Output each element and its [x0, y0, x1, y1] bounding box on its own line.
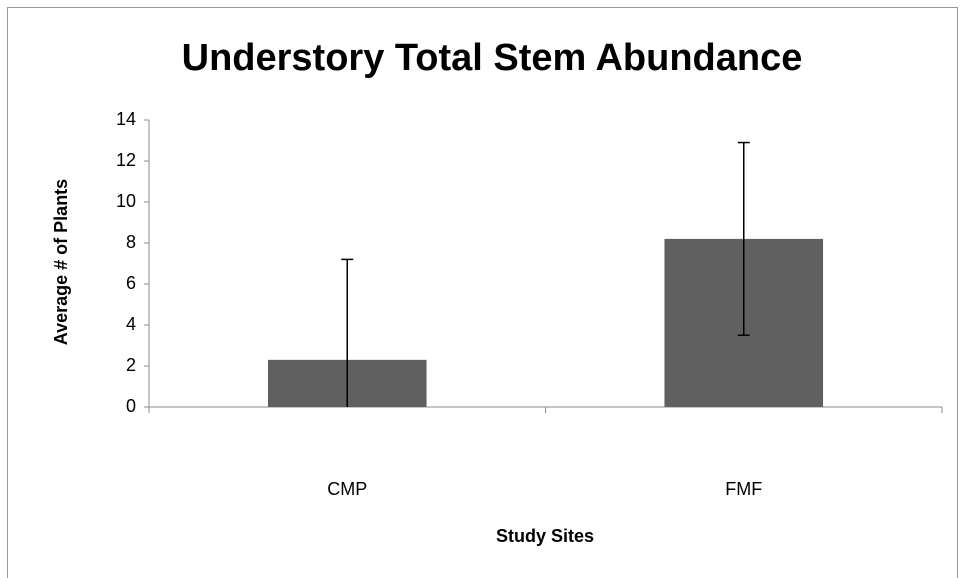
y-tick-label: 0	[126, 396, 136, 416]
y-tick-label: 2	[126, 355, 136, 375]
y-tick-label: 14	[116, 109, 136, 129]
x-axis-title: Study Sites	[496, 526, 594, 546]
x-tick-label: FMF	[725, 479, 762, 499]
error-bar	[341, 258, 354, 407]
error-bar	[737, 141, 750, 336]
y-tick-label: 10	[116, 191, 136, 211]
chart-title: Understory Total Stem Abundance	[182, 37, 803, 79]
y-tick-label: 12	[116, 150, 136, 170]
y-axis-title: Average # of Plants	[51, 179, 71, 345]
y-tick-label: 4	[126, 314, 136, 334]
y-tick-label: 6	[126, 273, 136, 293]
x-tick-label: CMP	[327, 479, 367, 499]
y-tick-label: 8	[126, 232, 136, 252]
